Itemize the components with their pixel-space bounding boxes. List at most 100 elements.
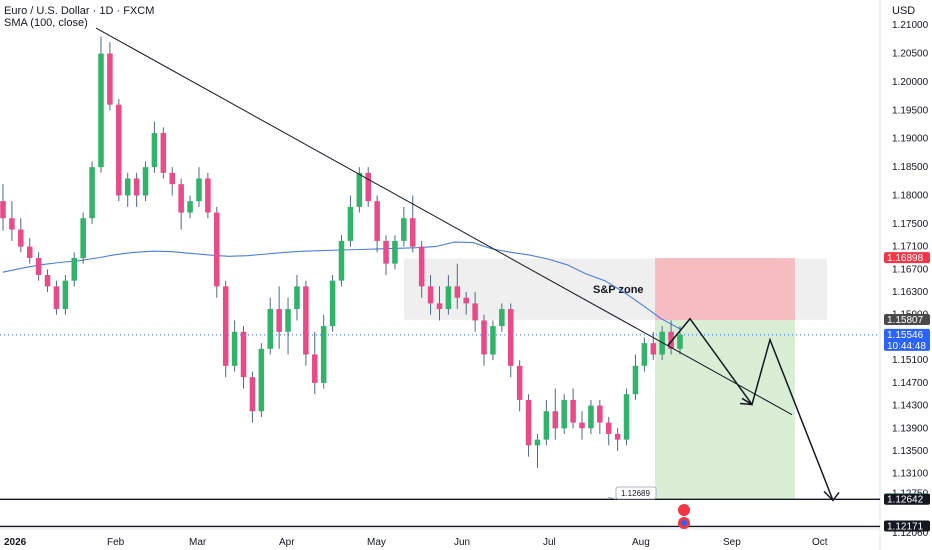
- candle: [570, 399, 576, 423]
- candle: [294, 286, 300, 310]
- drawings: S&P zone 1.12689: [0, 258, 880, 529]
- candle: [668, 331, 674, 349]
- x-tick-label: Jul: [543, 537, 556, 548]
- x-tick-label: Feb: [107, 537, 125, 548]
- currency-label: USD: [892, 5, 916, 17]
- candle: [222, 286, 229, 366]
- price-tag: [884, 493, 930, 505]
- candle: [133, 178, 140, 196]
- price-tag-label: 1.16898: [887, 253, 924, 264]
- grid: [0, 0, 881, 550]
- y-tick-label: 1.20500: [892, 49, 929, 60]
- y-tick-label: 1.13900: [892, 423, 929, 434]
- candle: [427, 286, 434, 304]
- candle: [249, 377, 256, 412]
- candle: [196, 178, 202, 202]
- candle: [472, 303, 478, 321]
- candle: [499, 309, 505, 327]
- level-callout-box: [615, 486, 657, 500]
- y-tick-label: 1.20000: [892, 77, 929, 88]
- candle: [659, 331, 665, 355]
- candle: [632, 365, 639, 395]
- candle: [320, 326, 327, 383]
- candle: [605, 422, 612, 434]
- arrowhead-2: [823, 490, 840, 502]
- candle: [579, 422, 585, 429]
- price-tag-label: 1.12642: [887, 495, 924, 506]
- candle: [187, 201, 193, 213]
- candle: [401, 218, 407, 241]
- price-tag: [884, 520, 930, 532]
- price-tag: [884, 314, 930, 326]
- candle: [71, 257, 78, 281]
- candle: [231, 331, 238, 366]
- y-tick-label: 1.16700: [892, 264, 929, 275]
- x-tick-label: 2026: [4, 537, 27, 548]
- candle: [169, 172, 176, 185]
- candle: [98, 53, 104, 168]
- candle: [258, 348, 265, 412]
- x-tick-label: May: [367, 537, 386, 548]
- x-tick-label: Aug: [632, 537, 650, 548]
- candle: [588, 405, 594, 429]
- y-tick-label: 1.16300: [892, 287, 929, 298]
- candle: [463, 297, 469, 304]
- candle: [303, 286, 309, 355]
- candle: [614, 433, 621, 440]
- candle: [124, 178, 131, 196]
- candle: [338, 240, 345, 281]
- candle: [312, 354, 318, 383]
- x-tick-label: Apr: [279, 537, 295, 548]
- y-tick-label: 1.18000: [892, 191, 929, 202]
- trend-lines: [95, 27, 840, 502]
- candle: [0, 201, 6, 219]
- candle: [507, 309, 514, 366]
- x-tick-label: Sep: [723, 537, 741, 548]
- candle: [267, 309, 273, 349]
- take-profit-zone: [655, 320, 795, 500]
- sp-zone-label: S&P zone: [593, 284, 644, 296]
- candle: [80, 218, 86, 258]
- stop-loss-zone: [655, 258, 795, 321]
- candle: [650, 343, 657, 355]
- price-tag-label: 1.15546: [887, 330, 924, 341]
- candle: [116, 104, 122, 196]
- candles: [0, 36, 683, 469]
- candle: [481, 320, 487, 355]
- y-tick-label: 1.17500: [892, 219, 929, 230]
- candle: [641, 343, 648, 366]
- y-tick-label: 1.12060: [892, 528, 929, 539]
- price-tag-sub: 10:44:48: [887, 341, 926, 352]
- candle: [597, 405, 603, 423]
- candle: [205, 178, 211, 213]
- candle: [543, 411, 550, 440]
- candle: [418, 246, 425, 287]
- y-tick-label: 1.21000: [892, 20, 929, 31]
- y-tick-label: 1.14700: [892, 378, 929, 389]
- candle: [26, 246, 33, 258]
- level-callout-pointer: [607, 496, 617, 500]
- y-tick-label: 1.19000: [892, 134, 929, 145]
- candle: [454, 286, 461, 298]
- candle: [178, 184, 184, 213]
- candle: [329, 280, 336, 327]
- candle: [623, 394, 630, 440]
- candle: [44, 275, 51, 287]
- candle: [107, 53, 113, 105]
- price-tag: [884, 252, 930, 264]
- candle: [276, 309, 282, 332]
- event-flag-icon-inner: [681, 520, 687, 526]
- trendline: [95, 27, 793, 416]
- candle: [392, 240, 398, 264]
- candle: [365, 172, 371, 202]
- candle: [436, 303, 443, 310]
- candle: [160, 133, 167, 173]
- y-tick-label: 1.18500: [892, 162, 929, 173]
- candle: [35, 257, 42, 275]
- candle: [18, 229, 24, 247]
- candle: [9, 218, 15, 230]
- chart-title: Euro / U.S. Dollar · 1D · FXCM: [4, 5, 155, 17]
- candle: [410, 218, 416, 247]
- candle: [552, 411, 559, 429]
